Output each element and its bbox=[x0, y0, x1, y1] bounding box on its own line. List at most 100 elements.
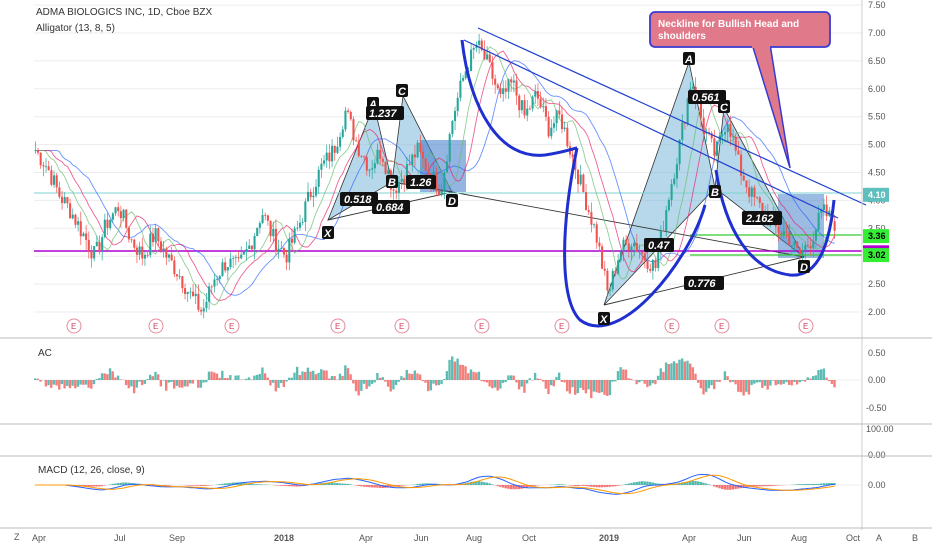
ac-bar bbox=[464, 366, 467, 380]
ac-bar bbox=[154, 371, 157, 380]
macd-hist-bar bbox=[397, 485, 400, 487]
candle-body bbox=[296, 227, 299, 229]
macd-hist-bar bbox=[582, 485, 585, 486]
ac-bar bbox=[568, 380, 572, 394]
macd-hist-bar bbox=[691, 480, 695, 485]
macd-hist-bar bbox=[801, 484, 804, 485]
time-tick: Aug bbox=[466, 533, 482, 543]
candle-body bbox=[186, 291, 189, 295]
ac-bar bbox=[707, 380, 711, 389]
candle-body bbox=[357, 141, 360, 156]
ac-bar bbox=[819, 369, 823, 380]
macd-hist-bar bbox=[114, 483, 117, 485]
candle-body bbox=[405, 164, 408, 184]
earnings-marker[interactable] bbox=[224, 318, 240, 334]
ac-bar bbox=[451, 356, 454, 380]
macd-hist-bar bbox=[421, 483, 425, 485]
candle-body bbox=[825, 204, 828, 217]
earnings-marker[interactable] bbox=[474, 318, 490, 334]
candle-body bbox=[646, 260, 649, 269]
macd-hist-bar bbox=[199, 485, 203, 486]
earnings-marker[interactable] bbox=[66, 318, 82, 334]
macd-hist-bar bbox=[635, 481, 638, 485]
ac-bar bbox=[285, 380, 288, 382]
ac-bar bbox=[218, 377, 221, 380]
ratio-label: 1.26 bbox=[410, 177, 432, 189]
ac-bar bbox=[750, 380, 753, 386]
ac-bar bbox=[453, 361, 457, 380]
macd-hist-bar bbox=[98, 485, 101, 487]
ac-bar bbox=[493, 380, 497, 388]
macd-hist-bar bbox=[769, 485, 772, 487]
ac-bar bbox=[608, 380, 612, 396]
macd-hist-bar bbox=[771, 485, 775, 486]
macd-hist-bar bbox=[119, 482, 122, 485]
candle-body bbox=[531, 96, 534, 109]
ac-bar bbox=[234, 375, 237, 380]
ac-bar bbox=[170, 380, 173, 383]
earnings-marker[interactable] bbox=[148, 318, 164, 334]
candle-body bbox=[101, 237, 104, 251]
candle-body bbox=[451, 121, 454, 135]
candle-body bbox=[753, 187, 756, 198]
earnings-marker[interactable] bbox=[798, 318, 814, 334]
macd-hist-bar bbox=[287, 485, 291, 487]
ac-bar bbox=[124, 380, 128, 386]
candle-body bbox=[812, 240, 815, 248]
ac-bar bbox=[114, 377, 117, 380]
macd-hist-bar bbox=[100, 485, 104, 487]
macd-hist-bar bbox=[250, 483, 253, 485]
earnings-marker[interactable] bbox=[330, 318, 346, 334]
earnings-marker[interactable] bbox=[554, 318, 570, 334]
autoscale-button[interactable]: A bbox=[876, 533, 882, 543]
macd-hist-bar bbox=[189, 485, 192, 486]
ac-bar bbox=[55, 380, 58, 386]
ac-bar bbox=[408, 373, 411, 380]
ac-bar bbox=[782, 380, 785, 384]
candle-body bbox=[785, 231, 788, 233]
macd-hist-bar bbox=[734, 485, 737, 490]
candle-body bbox=[349, 111, 352, 120]
ac-bar bbox=[667, 363, 670, 380]
candle-body bbox=[833, 221, 836, 231]
earnings-marker[interactable] bbox=[394, 318, 410, 334]
ac-bar bbox=[432, 380, 435, 384]
ac-bar bbox=[702, 380, 705, 395]
macd-hist-bar bbox=[258, 484, 261, 485]
earnings-marker[interactable] bbox=[714, 318, 730, 334]
ac-bar bbox=[293, 372, 296, 380]
ac-bar bbox=[290, 377, 294, 380]
ac-tick: 0.00 bbox=[868, 375, 886, 385]
ac-bar bbox=[445, 371, 449, 380]
baseline-button[interactable]: B bbox=[912, 533, 918, 543]
candle-body bbox=[515, 80, 518, 96]
candle-body bbox=[165, 248, 168, 258]
macd-hist-bar bbox=[726, 485, 729, 490]
candle-body bbox=[464, 71, 467, 79]
candle-body bbox=[98, 241, 101, 251]
ac-bar bbox=[90, 380, 93, 389]
candle-body bbox=[232, 258, 235, 259]
candle-body bbox=[224, 262, 227, 271]
ac-bar bbox=[66, 380, 69, 386]
candle-body bbox=[106, 219, 109, 228]
candle-body bbox=[47, 166, 50, 171]
macd-hist-bar bbox=[365, 485, 368, 487]
time-axis-corner-z[interactable]: Z bbox=[14, 532, 20, 542]
ac-bar bbox=[723, 371, 727, 380]
earnings-marker[interactable] bbox=[664, 318, 680, 334]
macd-hist-bar bbox=[285, 485, 288, 487]
candle-body bbox=[173, 260, 176, 275]
ac-bar bbox=[416, 373, 419, 380]
candle-body bbox=[34, 150, 37, 152]
candle-body bbox=[702, 117, 705, 134]
macd-hist-bar bbox=[207, 485, 211, 486]
macd-hist-bar bbox=[293, 485, 296, 487]
ac-bar bbox=[103, 373, 106, 380]
candle-body bbox=[798, 248, 801, 255]
ac-tick: 0.50 bbox=[868, 348, 886, 358]
macd-hist-bar bbox=[737, 485, 740, 489]
macd-hist-bar bbox=[357, 485, 360, 486]
candle-body bbox=[213, 279, 216, 287]
ac-bar bbox=[485, 380, 489, 383]
